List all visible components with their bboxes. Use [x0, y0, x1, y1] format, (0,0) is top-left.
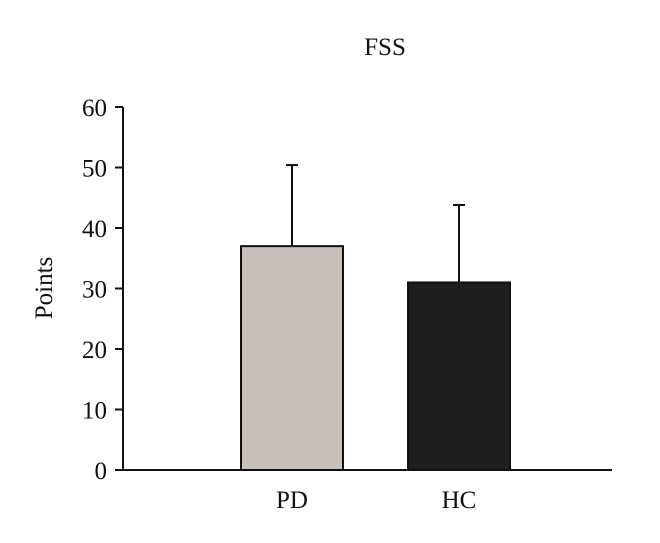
bars — [240, 164, 511, 472]
y-tick-label: 30 — [82, 277, 107, 304]
y-tick-label: 20 — [82, 337, 107, 364]
y-tick-label: 50 — [82, 156, 107, 183]
bar-hc — [407, 281, 511, 472]
y-tick-label: 60 — [82, 95, 107, 122]
x-tick-label: HC — [442, 487, 477, 514]
y-tick-label: 0 — [95, 458, 108, 485]
y-tick-label: 40 — [82, 216, 107, 243]
bar-pd — [240, 245, 344, 471]
x-tick-label: PD — [276, 487, 308, 514]
axes: 0 10 20 30 40 50 60 PD HC — [82, 95, 612, 514]
y-tick-label: 10 — [82, 398, 107, 425]
y-axis-label: Points — [31, 257, 58, 320]
chart-title: FSS — [364, 34, 406, 61]
